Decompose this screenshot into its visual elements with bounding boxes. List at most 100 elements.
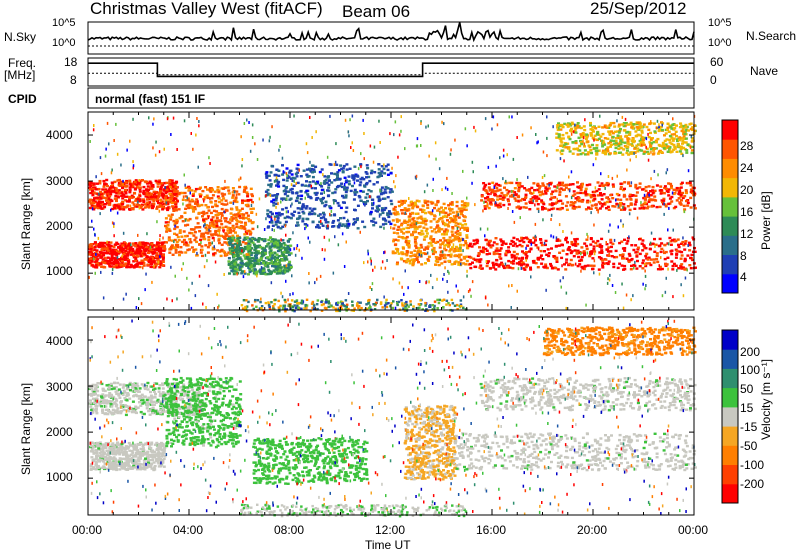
data-cell: [576, 122, 580, 125]
data-cell: [572, 255, 576, 258]
data-cell: [256, 246, 260, 249]
data-cell: [576, 153, 580, 156]
data-cell: [472, 243, 476, 246]
data-cell: [447, 254, 451, 257]
data-cell: [158, 191, 162, 194]
data-cell: [125, 257, 129, 260]
data-cell: [561, 243, 564, 247]
data-cell: [502, 194, 506, 197]
data-cell: [635, 144, 639, 147]
scatter-cell: [251, 123, 254, 127]
scatter-cell: [146, 232, 148, 236]
data-cell: [258, 258, 262, 262]
data-cell: [591, 126, 595, 129]
data-cell: [130, 194, 134, 197]
data-cell: [636, 246, 640, 249]
data-cell: [561, 202, 565, 205]
data-cell: [297, 211, 301, 215]
data-cell: [677, 243, 680, 247]
data-cell: [88, 186, 91, 189]
data-cell: [142, 189, 146, 193]
data-cell: [636, 259, 639, 263]
data-cell: [451, 211, 455, 214]
data-cell: [276, 246, 280, 249]
data-cell: [510, 181, 514, 185]
data-cell: [576, 147, 580, 150]
data-cell: [120, 250, 123, 253]
data-cell: [228, 242, 232, 245]
data-cell: [647, 185, 651, 188]
data-cell: [664, 187, 668, 191]
data-cell: [675, 199, 679, 202]
data-cell: [281, 208, 285, 211]
scatter-cell: [640, 143, 643, 147]
data-cell: [639, 141, 643, 144]
data-cell: [185, 234, 189, 238]
data-cell: [235, 240, 239, 243]
data-cell: [424, 211, 427, 215]
data-cell: [231, 196, 235, 199]
data-cell: [115, 264, 118, 267]
data-cell: [243, 199, 247, 202]
data-cell: [152, 260, 156, 263]
data-cell: [514, 199, 518, 202]
data-cell: [353, 188, 357, 192]
data-cell: [215, 219, 219, 222]
data-cell: [173, 227, 177, 231]
scatter-cell: [280, 291, 282, 295]
data-cell: [451, 226, 455, 229]
data-cell: [138, 188, 142, 191]
scatter-cell: [275, 205, 277, 209]
data-cell: [485, 264, 489, 268]
data-cell: [284, 247, 288, 250]
data-cell: [185, 204, 189, 207]
data-cell: [489, 246, 493, 249]
data-cell: [571, 122, 575, 126]
data-cell: [566, 123, 570, 126]
scatter-cell: [658, 123, 660, 127]
data-cell: [642, 206, 646, 209]
data-cell: [628, 184, 632, 188]
data-cell: [260, 238, 264, 241]
data-cell: [322, 211, 325, 215]
data-cell: [224, 199, 228, 202]
data-cell: [121, 197, 125, 200]
scatter-cell: [315, 182, 317, 186]
data-cell: [682, 135, 686, 138]
data-cell: [125, 200, 129, 203]
data-cell: [609, 145, 612, 148]
scatter-cell: [443, 122, 445, 126]
data-cell: [210, 218, 214, 221]
data-cell: [172, 198, 175, 201]
data-cell: [584, 187, 588, 190]
data-cell: [574, 141, 578, 145]
data-cell: [123, 242, 127, 245]
data-cell: [92, 204, 96, 208]
data-cell: [488, 239, 492, 243]
data-cell: [97, 187, 101, 191]
scatter-cell: [140, 302, 143, 306]
data-cell: [169, 218, 173, 221]
data-cell: [132, 260, 136, 263]
data-cell: [99, 191, 103, 194]
data-cell: [606, 262, 610, 266]
data-cell: [478, 266, 482, 269]
data-cell: [145, 248, 149, 251]
data-cell: [554, 266, 558, 270]
scatter-cell: [360, 165, 362, 169]
data-cell: [314, 187, 317, 190]
data-cell: [678, 136, 682, 139]
scatter-cell: [208, 156, 210, 160]
data-cell: [281, 239, 285, 242]
data-cell: [621, 257, 624, 260]
data-cell: [278, 221, 282, 224]
data-cell: [296, 163, 300, 167]
data-cell: [231, 187, 235, 190]
data-cell: [369, 171, 373, 175]
data-cell: [674, 264, 678, 267]
data-cell: [366, 167, 370, 170]
data-cell: [171, 195, 175, 198]
data-cell: [455, 200, 459, 204]
data-cell: [235, 218, 239, 222]
data-cell: [634, 194, 638, 197]
